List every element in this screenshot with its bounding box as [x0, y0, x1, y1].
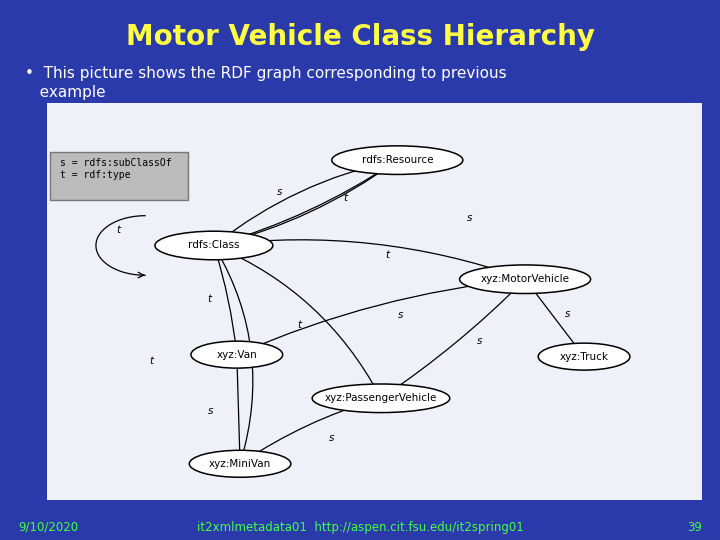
Text: t: t [150, 355, 153, 366]
FancyBboxPatch shape [43, 100, 706, 502]
Text: t: t [117, 225, 121, 234]
Text: xyz:PassengerVehicle: xyz:PassengerVehicle [325, 393, 437, 403]
Text: xyz:MiniVan: xyz:MiniVan [209, 459, 271, 469]
Ellipse shape [155, 231, 273, 260]
Ellipse shape [332, 146, 463, 174]
Text: s: s [208, 407, 213, 416]
Text: s: s [467, 213, 472, 222]
Text: 9/10/2020: 9/10/2020 [18, 521, 78, 534]
Text: xyz:MotorVehicle: xyz:MotorVehicle [480, 274, 570, 284]
Text: t: t [343, 193, 347, 203]
Text: 39: 39 [687, 521, 702, 534]
FancyBboxPatch shape [50, 152, 188, 200]
Ellipse shape [459, 265, 590, 294]
Text: Motor Vehicle Class Hierarchy: Motor Vehicle Class Hierarchy [125, 23, 595, 51]
Ellipse shape [312, 384, 450, 413]
Text: t: t [207, 294, 212, 304]
Text: s = rdfs:subClassOf
t = rdf:type: s = rdfs:subClassOf t = rdf:type [60, 158, 171, 180]
Ellipse shape [191, 341, 283, 368]
Text: s: s [477, 336, 482, 346]
Text: rdfs:Class: rdfs:Class [188, 240, 240, 251]
Text: rdfs:Resource: rdfs:Resource [361, 155, 433, 165]
Text: example: example [25, 85, 106, 100]
Text: s: s [329, 433, 335, 443]
Text: it2xmlmetadata01  http://aspen.cit.fsu.edu/it2spring01: it2xmlmetadata01 http://aspen.cit.fsu.ed… [197, 521, 523, 534]
Text: xyz:Truck: xyz:Truck [559, 352, 608, 362]
Text: t: t [297, 320, 301, 330]
Ellipse shape [539, 343, 630, 370]
Ellipse shape [189, 450, 291, 477]
Text: xyz:Van: xyz:Van [217, 349, 257, 360]
Text: s: s [565, 309, 570, 319]
Text: •  This picture shows the RDF graph corresponding to previous: • This picture shows the RDF graph corre… [25, 66, 507, 81]
Text: t: t [385, 251, 390, 260]
Text: s: s [398, 310, 403, 320]
Text: s: s [276, 187, 282, 197]
